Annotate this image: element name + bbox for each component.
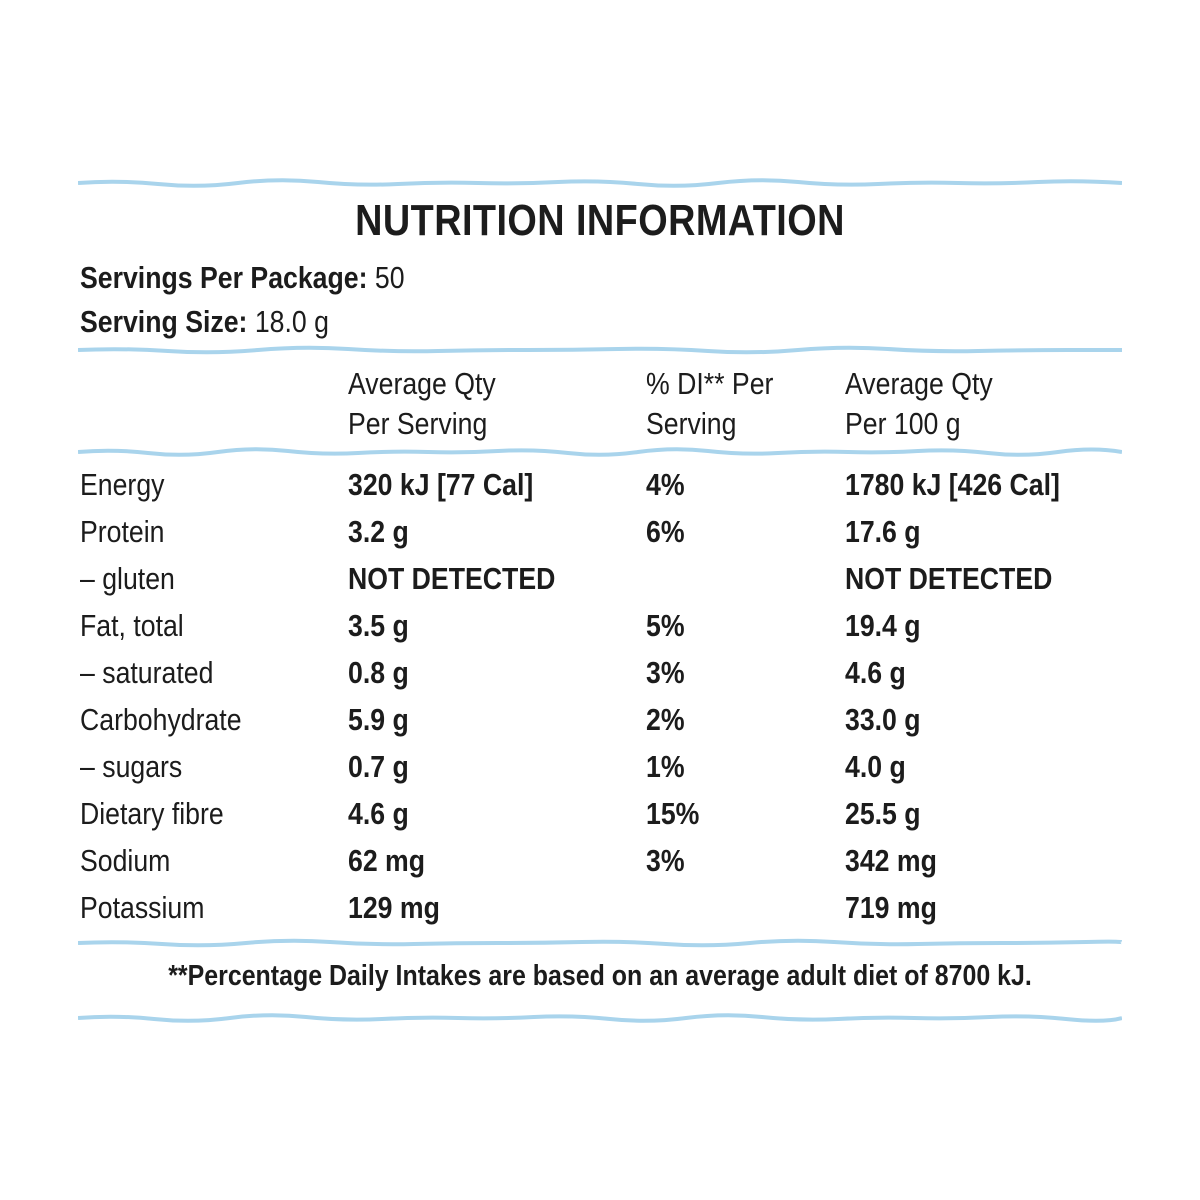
- per-100g-value: 19.4 g: [845, 608, 921, 643]
- daily-intake-value: 4%: [646, 467, 685, 502]
- panel-title: NUTRITION INFORMATION: [355, 196, 845, 245]
- nutrient-name: – sugars: [80, 749, 183, 784]
- nutrient-name: Sodium: [80, 843, 171, 878]
- servings-per-package-value: 50: [374, 260, 405, 295]
- serving-size: Serving Size: 18.0 g: [80, 304, 329, 340]
- per-100g-value: 4.0 g: [845, 749, 906, 784]
- daily-intake-value: 6%: [646, 514, 685, 549]
- daily-intake-value: 15%: [646, 796, 700, 831]
- table-row-gluten: – gluten NOT DETECTED NOT DETECTED: [0, 561, 1200, 608]
- daily-intake-value: 3%: [646, 843, 685, 878]
- table-row-energy: Energy 320 kJ [77 Cal] 4% 1780 kJ [426 C…: [0, 467, 1200, 514]
- nutrient-name: Dietary fibre: [80, 796, 224, 831]
- nutrient-name: – gluten: [80, 561, 175, 596]
- per-serving-value: NOT DETECTED: [348, 561, 556, 596]
- per-serving-value: 129 mg: [348, 890, 440, 925]
- per-serving-value: 62 mg: [348, 843, 426, 878]
- column-header-line: Average Qty: [348, 366, 496, 401]
- table-row-saturated: – saturated 0.8 g 3% 4.6 g: [0, 655, 1200, 702]
- per-100g-value: 342 mg: [845, 843, 937, 878]
- divider-rule-header: [78, 447, 1122, 457]
- serving-size-value: 18.0 g: [254, 304, 329, 339]
- daily-intake-value: 2%: [646, 702, 685, 737]
- per-100g-value: 17.6 g: [845, 514, 921, 549]
- daily-intake-value: 5%: [646, 608, 685, 643]
- per-100g-value: 25.5 g: [845, 796, 921, 831]
- per-100g-value: 719 mg: [845, 890, 937, 925]
- per-100g-value: 1780 kJ [426 Cal]: [845, 467, 1060, 502]
- nutrient-name: Protein: [80, 514, 165, 549]
- servings-per-package: Servings Per Package: 50: [80, 260, 405, 296]
- table-row-protein: Protein 3.2 g 6% 17.6 g: [0, 514, 1200, 561]
- column-header-line: Per Serving: [348, 406, 488, 441]
- divider-rule-table-end: [78, 938, 1122, 948]
- per-100g-value: 33.0 g: [845, 702, 921, 737]
- column-header-daily-intake: % DI** Per Serving: [646, 364, 773, 444]
- column-header-per-serving: Average Qty Per Serving: [348, 364, 496, 444]
- table-row-carbohydrate: Carbohydrate 5.9 g 2% 33.0 g: [0, 702, 1200, 749]
- column-header-line: Per 100 g: [845, 406, 961, 441]
- table-row-fat-total: Fat, total 3.5 g 5% 19.4 g: [0, 608, 1200, 655]
- footnote: **Percentage Daily Intakes are based on …: [168, 960, 1032, 992]
- divider-rule-info: [78, 345, 1122, 355]
- per-serving-value: 0.7 g: [348, 749, 409, 784]
- nutrient-name: Energy: [80, 467, 165, 502]
- daily-intake-value: 3%: [646, 655, 685, 690]
- table-row-sodium: Sodium 62 mg 3% 342 mg: [0, 843, 1200, 890]
- per-serving-value: 0.8 g: [348, 655, 409, 690]
- divider-rule-bottom: [78, 1013, 1122, 1023]
- per-serving-value: 3.5 g: [348, 608, 409, 643]
- table-row-potassium: Potassium 129 mg 719 mg: [0, 890, 1200, 937]
- column-header-line: Average Qty: [845, 366, 993, 401]
- column-header-line: Serving: [646, 406, 737, 441]
- serving-size-label: Serving Size:: [80, 304, 248, 339]
- nutrient-name: Fat, total: [80, 608, 184, 643]
- nutrient-name: Carbohydrate: [80, 702, 242, 737]
- per-serving-value: 3.2 g: [348, 514, 409, 549]
- column-header-line: % DI** Per: [646, 366, 774, 401]
- daily-intake-value: 1%: [646, 749, 685, 784]
- per-100g-value: NOT DETECTED: [845, 561, 1053, 596]
- per-100g-value: 4.6 g: [845, 655, 906, 690]
- table-row-sugars: – sugars 0.7 g 1% 4.0 g: [0, 749, 1200, 796]
- nutrient-name: Potassium: [80, 890, 205, 925]
- divider-rule-top: [78, 178, 1122, 188]
- table-row-dietary-fibre: Dietary fibre 4.6 g 15% 25.5 g: [0, 796, 1200, 843]
- per-serving-value: 5.9 g: [348, 702, 409, 737]
- column-header-per-100g: Average Qty Per 100 g: [845, 364, 993, 444]
- servings-per-package-label: Servings Per Package:: [80, 260, 368, 295]
- per-serving-value: 4.6 g: [348, 796, 409, 831]
- per-serving-value: 320 kJ [77 Cal]: [348, 467, 534, 502]
- nutrient-name: – saturated: [80, 655, 214, 690]
